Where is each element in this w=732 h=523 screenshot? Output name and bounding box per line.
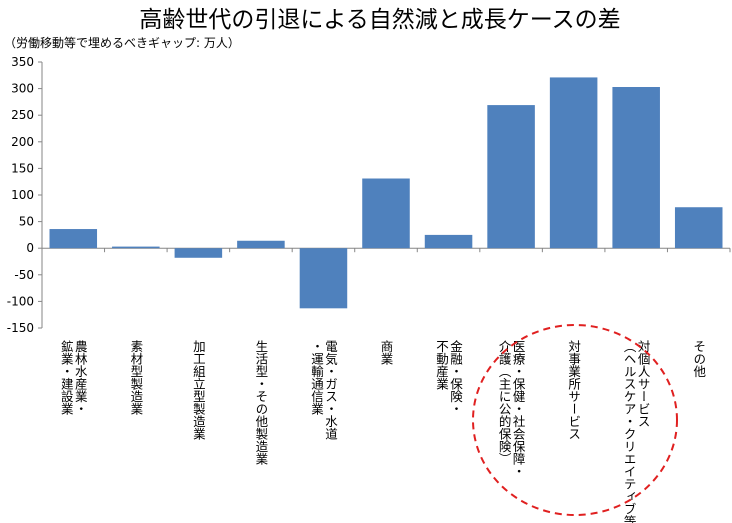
bar (362, 178, 410, 249)
y-tick-labels: 350 300 250 200 150 100 50 0 -50 -100 -150 (7, 55, 34, 335)
category-label: 商業 (379, 339, 394, 365)
bar (549, 77, 598, 249)
chart-subtitle: （労働移動等で埋めるべきギャップ: 万人） (4, 36, 240, 50)
category-label: 医療・保健・社会保障・ (511, 340, 526, 478)
bar (299, 248, 348, 309)
bar (174, 248, 223, 258)
category-label: その他 (691, 340, 706, 378)
category-label: 生活型・その他製造業 (253, 340, 268, 465)
y-tick-label: 100 (11, 188, 34, 202)
bar (424, 234, 473, 249)
y-tick-label: 350 (11, 55, 34, 69)
category-label: 対事業所サービス (566, 340, 581, 440)
category-label: 不動産業 (434, 340, 449, 390)
category-label: 金融・保険・ (448, 339, 463, 415)
y-tick-label: 250 (11, 108, 34, 122)
bar (237, 240, 285, 249)
category-label: （ヘルスケア・クリエイティブ等） (622, 340, 637, 523)
y-tick-label: 200 (11, 135, 34, 149)
bar (487, 105, 535, 249)
category-label: 電気・ガス・水道 (323, 340, 338, 440)
y-tick-label: 0 (26, 241, 34, 255)
y-tick-label: -100 (7, 294, 34, 308)
bar (612, 87, 660, 249)
category-labels: 農林水産業・鉱業・建設業 素材型製造業 加工組立型製造業 生活型・その他製造業 電気・ガ… (59, 339, 706, 523)
category-label: 介護（主に公的保険） (497, 340, 512, 465)
y-tick-label: 150 (11, 161, 34, 175)
category-label: 加工組立型製造業 (191, 340, 206, 440)
bar (674, 207, 723, 249)
category-label: 素材型製造業 (128, 340, 143, 415)
category-label: 鉱業・建設業 (59, 339, 74, 415)
y-tick-label: -150 (7, 321, 34, 335)
bars (49, 77, 723, 309)
y-tick-label: -50 (14, 268, 34, 282)
highlight-circle (472, 324, 678, 516)
y-tick-label: 300 (11, 82, 34, 96)
bar (49, 229, 98, 249)
chart-title: 高齢世代の引退による自然減と成長ケースの差 (139, 7, 620, 33)
category-label: 農林水産業・ (73, 340, 88, 415)
category-label: ・運輸通信業 (309, 340, 324, 415)
bar (112, 246, 160, 249)
category-label: 対個人サービス (636, 340, 651, 428)
y-tick-label: 50 (19, 215, 34, 229)
